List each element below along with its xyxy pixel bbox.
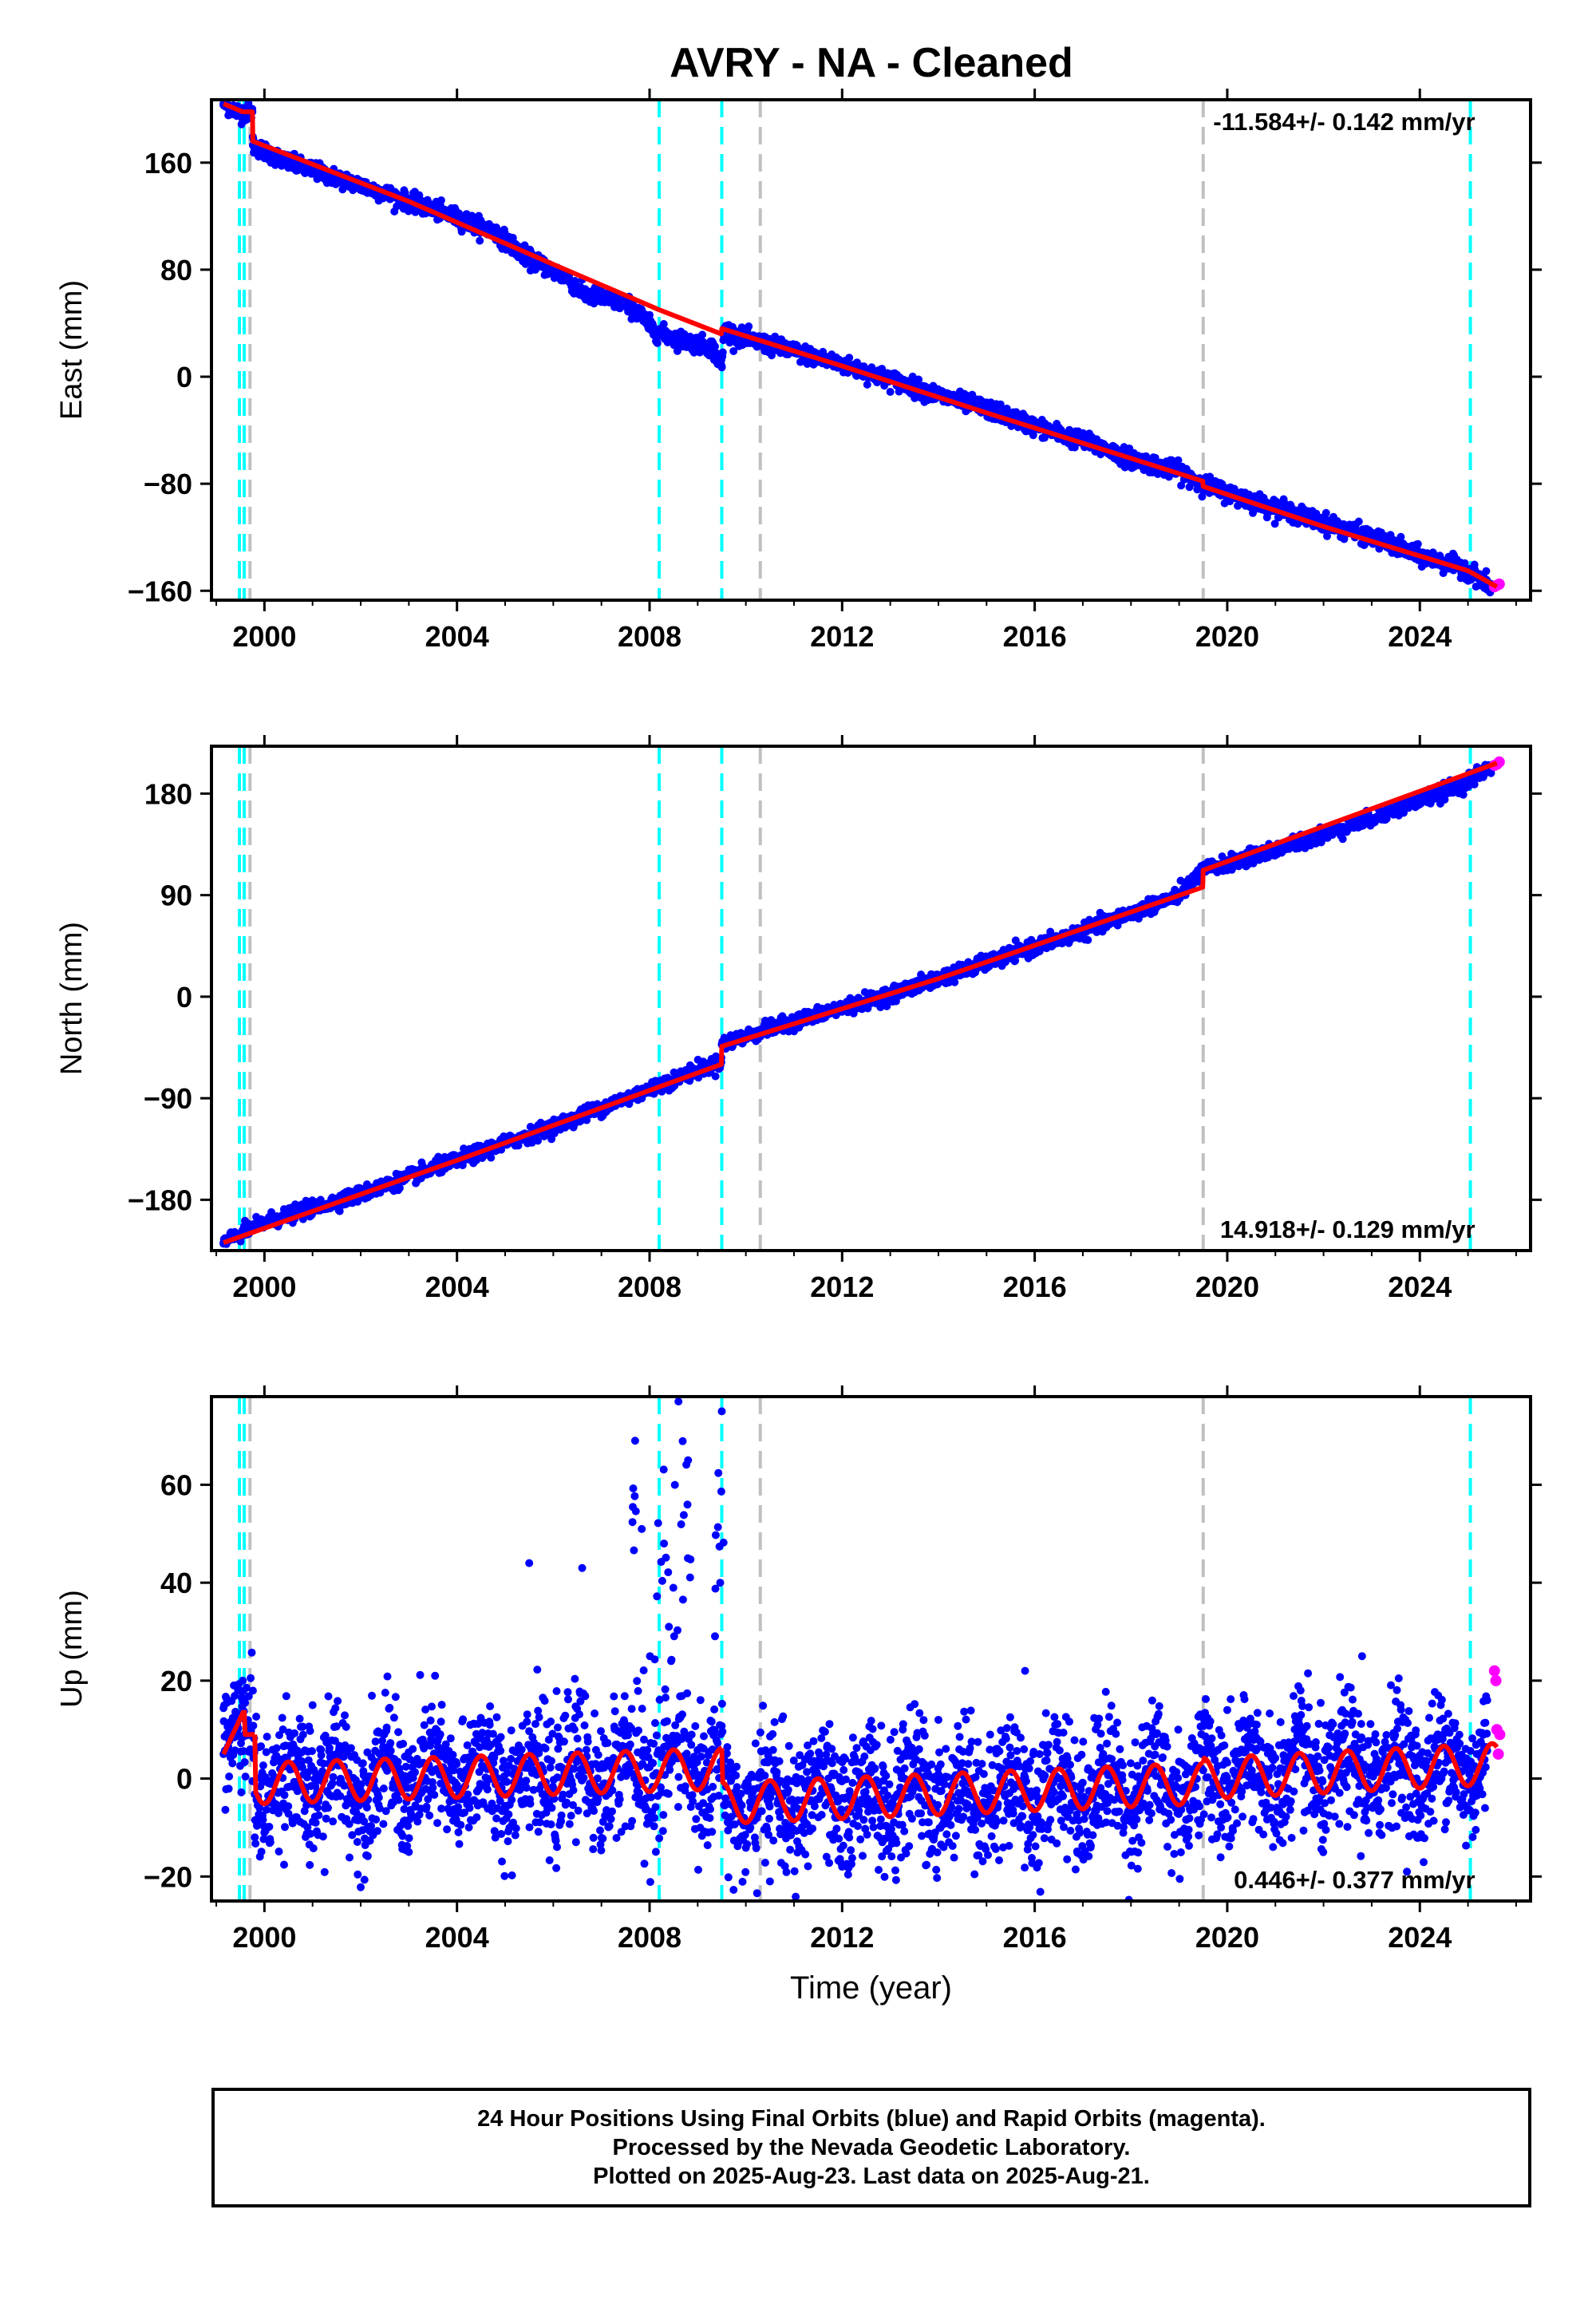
data-point [1354, 517, 1363, 526]
data-point [950, 978, 959, 986]
y-tick-label: −160 [128, 575, 192, 607]
y-tick-label: 160 [144, 147, 192, 180]
data-point [768, 351, 776, 360]
x-tick-label: 2020 [1195, 620, 1259, 653]
data-point [650, 327, 659, 336]
data-point [1323, 532, 1331, 540]
plot-frame [210, 98, 1532, 602]
data-point [863, 380, 871, 389]
data-point [1177, 481, 1186, 490]
data-point [578, 290, 587, 298]
data-point [659, 320, 668, 328]
data-point [698, 330, 707, 339]
data-point [284, 158, 293, 167]
x-tick-label: 2008 [618, 620, 681, 653]
data-point [1029, 431, 1037, 440]
data-point [729, 347, 738, 355]
data-point [717, 362, 726, 370]
data-point [395, 1184, 404, 1192]
data-point [1340, 535, 1349, 543]
data-point [1396, 532, 1405, 541]
y-tick-label: 80 [160, 254, 192, 287]
data-point [487, 1153, 496, 1162]
rate-annotation: -11.584+/- 0.142 mm/yr [1213, 108, 1475, 136]
data-point [711, 1072, 720, 1081]
data-point [1046, 927, 1055, 936]
x-tick-label: 2004 [425, 620, 489, 653]
data-point [621, 298, 630, 307]
data-point [915, 375, 923, 384]
plot-area [219, 746, 1505, 1251]
data-point [1413, 539, 1422, 548]
data-point [476, 236, 484, 245]
y-tick-label: −80 [144, 468, 192, 500]
data-point [1011, 956, 1020, 965]
chart-title: AVRY - NA - Cleaned [670, 40, 1073, 86]
plot-area [219, 100, 1505, 600]
data-point [437, 196, 445, 204]
data-point [1321, 508, 1330, 517]
data-point [534, 1136, 542, 1145]
data-point [708, 343, 717, 352]
data-point [514, 1141, 523, 1150]
data-point [674, 335, 683, 344]
data-point [1084, 935, 1092, 944]
model-curve [222, 101, 1499, 589]
data-point [1174, 456, 1183, 464]
x-tick-label: 2000 [232, 620, 296, 653]
data-point [635, 310, 644, 318]
data-point [745, 322, 753, 330]
data-point [1206, 472, 1215, 481]
data-point [335, 1207, 344, 1215]
north-panel: 2000 2004 2008 2012 2016 2020 2024−180−9009018… [55, 735, 1542, 1303]
data-point [845, 354, 854, 362]
data-point [563, 273, 572, 282]
data-point [718, 348, 727, 357]
x-tick-label: 2012 [810, 620, 874, 653]
y-tick-label: 0 [176, 361, 192, 393]
east-panel: 2000 2004 2008 2012 2016 2020 2024 −160 −80 0 80 16… [55, 89, 1542, 653]
data-point [457, 227, 466, 236]
data-point [653, 338, 662, 347]
data-point [886, 388, 895, 396]
data-point [491, 227, 500, 236]
x-tick-label: 2016 [1003, 620, 1067, 653]
data-point [1482, 567, 1491, 575]
x-tick-label: 2024 [1388, 620, 1452, 653]
y-axis-label: East (mm) [55, 280, 89, 420]
data-point [1270, 520, 1279, 528]
